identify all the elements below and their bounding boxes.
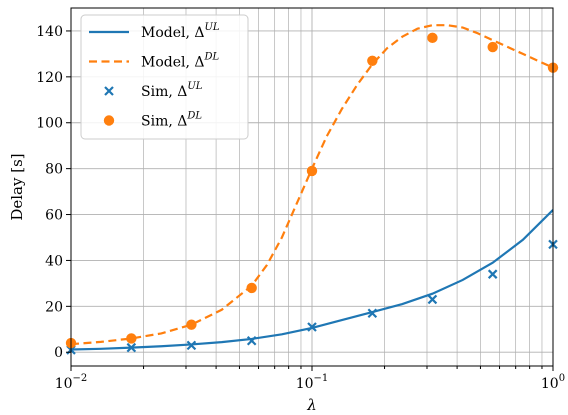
data-point-x <box>427 294 438 305</box>
data-point-x-stroke <box>427 294 438 305</box>
legend-label: Model, ΔDL <box>141 52 220 71</box>
legend-label: Model, ΔUL <box>141 22 220 41</box>
legend: Model, ΔUL Model, ΔDL Sim, ΔUL Sim, ΔDL <box>80 14 249 140</box>
y-tick-label: 80 <box>45 162 63 178</box>
data-point-circle <box>367 55 378 66</box>
data-point-circle <box>487 41 498 53</box>
y-axis-label: Delay [s] <box>8 153 26 220</box>
legend-swatch-x <box>104 86 114 96</box>
y-tick-label: 60 <box>45 208 63 224</box>
legend-label: Sim, ΔUL <box>141 81 203 100</box>
grid-lines <box>70 8 554 366</box>
series-line-1 <box>71 24 553 346</box>
data-point-x <box>246 335 257 346</box>
data-point-x <box>307 322 317 332</box>
data-point-x <box>487 269 498 279</box>
data-point-x-stroke <box>307 322 317 332</box>
y-tick-label: 120 <box>36 70 63 86</box>
x-axis-label: λ <box>306 396 317 414</box>
data-point-circle <box>126 333 137 344</box>
x-tick-label: 10−2 <box>55 373 88 392</box>
legend-swatch-x-stroke <box>104 86 114 96</box>
data-point-circle <box>186 319 197 330</box>
y-tick-label: 100 <box>36 116 63 132</box>
data-point-circle <box>306 165 318 177</box>
data-point-circle <box>427 32 438 44</box>
data-point-x-stroke <box>367 308 378 318</box>
data-point-x-stroke <box>186 340 197 351</box>
legend-swatch-circle <box>103 115 115 126</box>
y-tick-label: 0 <box>54 345 63 361</box>
data-point-x-stroke <box>126 342 137 353</box>
data-point-x <box>186 340 197 351</box>
legend-box <box>80 14 249 140</box>
tick-labels: 0 20 40 60 80 100 120 140 10−2 10−1 100 <box>36 24 565 392</box>
y-tick-label: 40 <box>45 253 63 269</box>
legend-label: Sim, ΔDL <box>141 111 202 130</box>
axis-ticks <box>66 30 554 371</box>
x-tick-label: 100 <box>541 373 565 392</box>
data-point-x <box>367 308 378 318</box>
x-tick-label: 10−1 <box>296 373 329 392</box>
data-point-x <box>126 342 137 353</box>
data-point-circle <box>246 282 257 294</box>
y-tick-label: 140 <box>36 24 63 40</box>
y-tick-label: 20 <box>45 299 63 315</box>
data-point-x-stroke <box>246 335 257 346</box>
data-point-x-stroke <box>487 269 498 279</box>
